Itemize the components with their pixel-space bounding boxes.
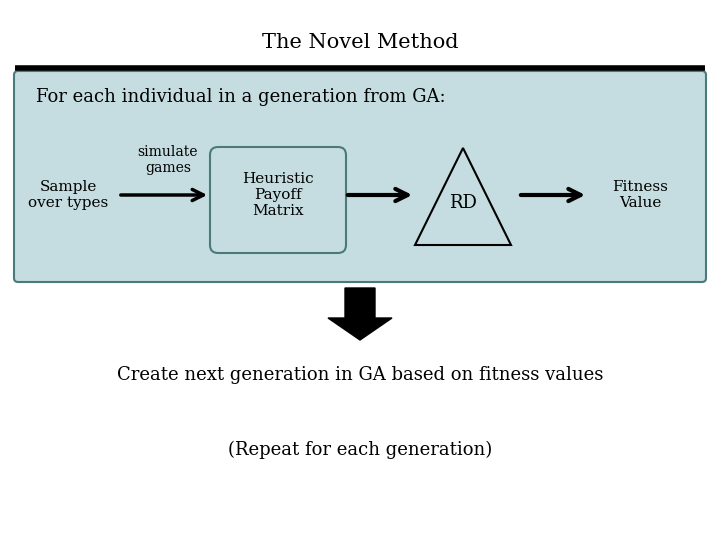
Text: Sample
over types: Sample over types: [28, 180, 108, 210]
Text: Fitness
Value: Fitness Value: [612, 180, 668, 210]
Text: simulate
games: simulate games: [138, 145, 198, 175]
Text: (Repeat for each generation): (Repeat for each generation): [228, 441, 492, 459]
Text: Heuristic
Payoff
Matrix: Heuristic Payoff Matrix: [242, 172, 314, 218]
Text: The Novel Method: The Novel Method: [262, 32, 458, 51]
FancyBboxPatch shape: [14, 71, 706, 282]
Text: For each individual in a generation from GA:: For each individual in a generation from…: [36, 88, 446, 106]
Polygon shape: [328, 288, 392, 340]
FancyBboxPatch shape: [210, 147, 346, 253]
Text: Create next generation in GA based on fitness values: Create next generation in GA based on fi…: [117, 366, 603, 384]
Text: RD: RD: [449, 194, 477, 212]
